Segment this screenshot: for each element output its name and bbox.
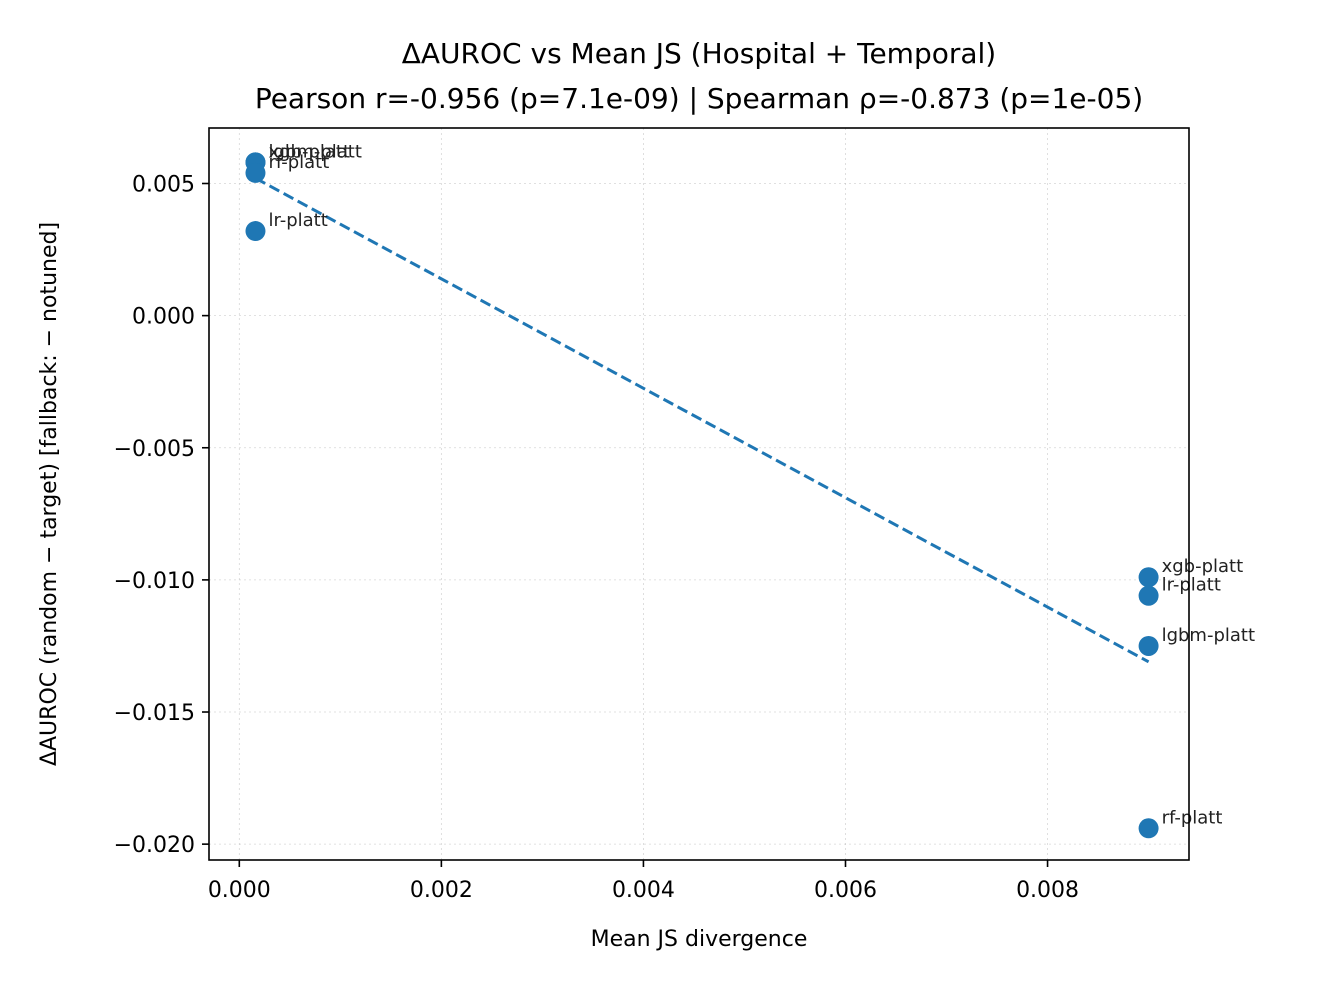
- x-axis-ticks: 0.000 0.002 0.004 0.006 0.008: [208, 860, 1079, 903]
- data-point: [1138, 818, 1159, 839]
- y-tick-label: −0.020: [114, 833, 195, 858]
- chart-title-line1: ΔAUROC vs Mean JS (Hospital + Temporal): [402, 37, 996, 70]
- data-point: [245, 162, 266, 183]
- point-label: rf-platt: [268, 152, 329, 173]
- trend-line: [254, 176, 1150, 664]
- x-tick-label: 0.002: [410, 878, 473, 903]
- y-tick-label: −0.005: [114, 437, 195, 462]
- point-label: xgb-platt: [1162, 556, 1244, 577]
- point-label: xgb-platt: [268, 141, 350, 162]
- x-tick-label: 0.008: [1016, 878, 1079, 903]
- point-label: lr-platt: [1162, 575, 1221, 596]
- x-axis-label: Mean JS divergence: [591, 927, 808, 952]
- point-label: lgbm-platt: [1162, 625, 1255, 646]
- trend-line-group: [254, 176, 1150, 664]
- data-point: [1138, 585, 1159, 606]
- plot-frame: [208, 127, 1190, 861]
- y-tick-label: 0.005: [132, 172, 195, 197]
- x-tick-label: 0.006: [814, 878, 877, 903]
- y-axis-ticks: 0.005 0.000 −0.005 −0.010 −0.015 −0.020: [114, 172, 209, 858]
- y-tick-label: 0.000: [132, 305, 195, 330]
- data-point: [245, 221, 266, 242]
- point-labels: lgbm-plattxgb-plattrf-plattlr-plattxgb-p…: [268, 141, 1255, 828]
- grid: [209, 128, 1189, 860]
- chart-title-line2: Pearson r=-0.956 (p=7.1e-09) | Spearman …: [255, 82, 1143, 115]
- y-axis-label: ΔAUROC (random − target) [fallback: − no…: [37, 222, 62, 766]
- point-label: lgbm-platt: [268, 141, 361, 162]
- point-label: rf-platt: [1162, 807, 1223, 828]
- data-point: [1138, 567, 1159, 588]
- x-tick-label: 0.004: [612, 878, 675, 903]
- data-point: [1138, 635, 1159, 656]
- data-points: [245, 152, 1159, 839]
- point-label: lr-platt: [268, 210, 327, 231]
- y-tick-label: −0.010: [114, 569, 195, 594]
- y-tick-label: −0.015: [114, 701, 195, 726]
- x-tick-label: 0.000: [208, 878, 271, 903]
